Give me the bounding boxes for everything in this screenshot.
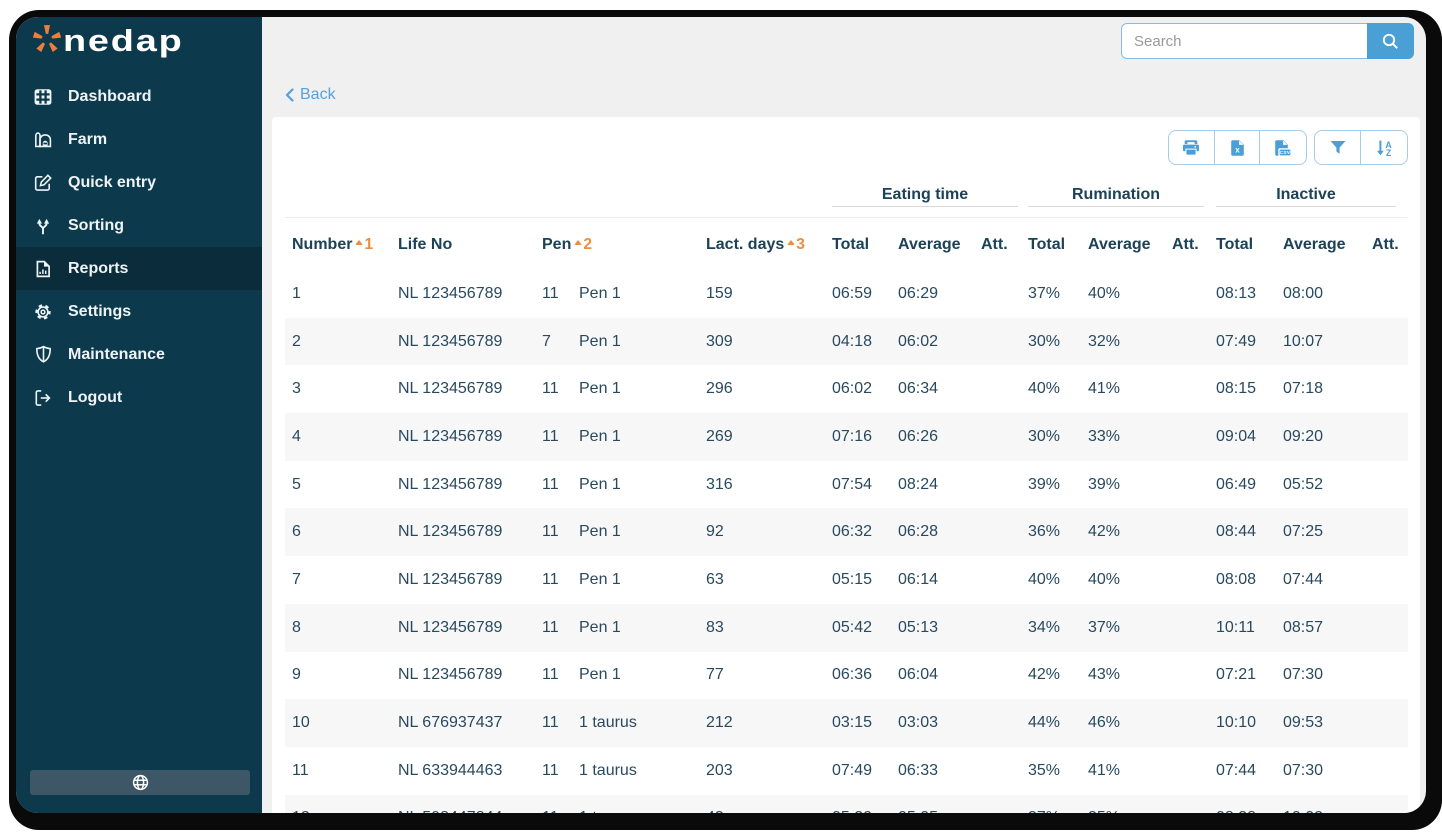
svg-text:Z: Z: [1385, 148, 1391, 156]
svg-text:A: A: [1385, 140, 1392, 150]
svg-text:CSV: CSV: [1280, 150, 1291, 156]
svg-text:x: x: [1235, 145, 1240, 154]
